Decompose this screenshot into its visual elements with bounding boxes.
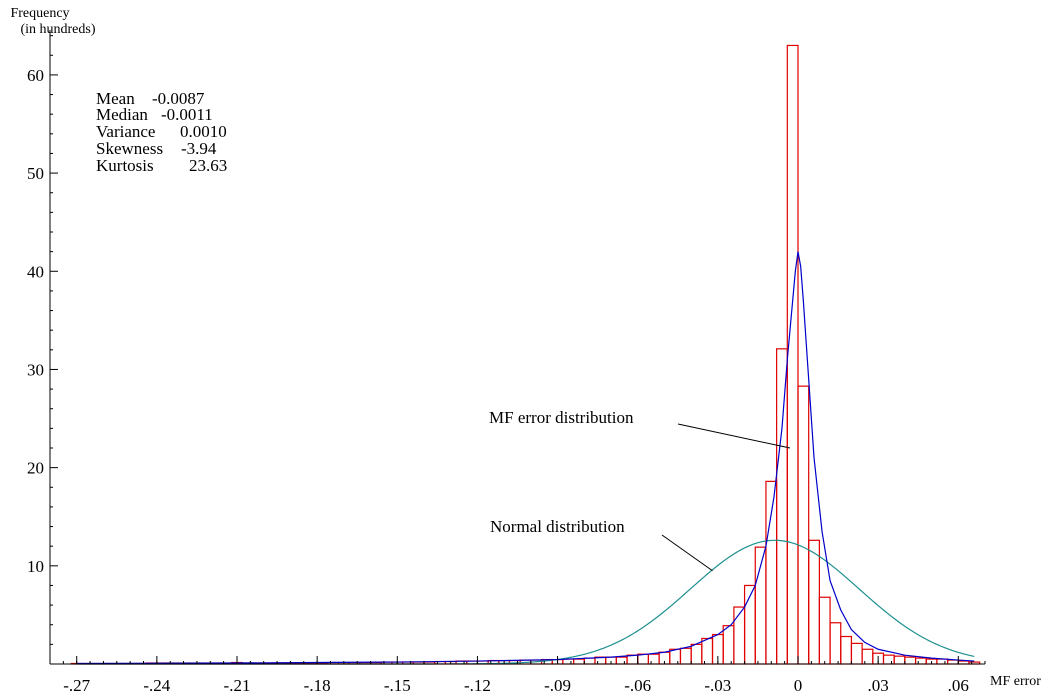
y-tick-label: 20	[27, 459, 44, 478]
y-ticks: 10 20 30 40 50 60	[27, 35, 58, 645]
histogram-bar-65	[765, 480, 778, 665]
normal-distribution-curve	[76, 539, 975, 665]
x-tick-label: .06	[948, 676, 969, 695]
histogram-bar-82	[946, 659, 959, 665]
histogram-bar-69	[808, 539, 820, 665]
x-tick-label: -.27	[63, 676, 90, 695]
annotations: MF error distribution Normal distributio…	[489, 408, 791, 572]
annotation-normal: Normal distribution	[490, 517, 625, 536]
x-tick-label: -.24	[143, 676, 170, 695]
y-axis-title-line1: Frequency	[10, 6, 69, 21]
histogram-bar-74	[861, 648, 874, 665]
histogram-bar-53	[637, 653, 650, 665]
x-tick-label: -.15	[384, 676, 411, 695]
stat-variance-label: Variance	[96, 122, 155, 141]
y-axis-title-line2: (in hundreds)	[20, 22, 95, 37]
histogram-bar-58	[690, 643, 703, 665]
histogram-bar-61	[722, 625, 735, 665]
histogram-bar-62	[733, 606, 746, 665]
axes: -.27 -.24 -.21 -.18 -.15 -.12 -.09 -.06 -.03 0 .03…	[27, 30, 986, 695]
histogram-bar-76	[882, 654, 895, 665]
stat-median-label: Median	[96, 105, 148, 124]
y-tick-label: 50	[27, 164, 44, 183]
histogram-bar-78	[904, 656, 917, 665]
stat-variance-value: 0.0010	[180, 122, 227, 141]
histogram-bar-59	[701, 637, 714, 665]
histogram-bar-81	[936, 658, 949, 665]
x-tick-label: -.21	[224, 676, 251, 695]
annotation-mf-error-leader	[677, 423, 791, 449]
stat-kurtosis-label: Kurtosis	[96, 156, 154, 175]
curves	[76, 251, 975, 665]
mf-error-distribution-curve	[76, 251, 975, 665]
x-tick-label: -.03	[704, 676, 731, 695]
histogram-bar-66	[776, 348, 788, 665]
y-tick-label: 10	[27, 557, 44, 576]
histogram-bar-51	[615, 656, 628, 665]
stat-mean-value: -0.0087	[152, 89, 205, 108]
histogram-bar-48	[583, 657, 596, 665]
histogram-bar-79	[914, 657, 927, 665]
histogram-bar-72	[840, 635, 853, 665]
histogram-bar-47	[572, 658, 585, 665]
stat-skewness-value: -3.94	[181, 139, 217, 158]
stat-mean-label: Mean	[96, 89, 135, 108]
histogram-bar-67	[786, 44, 799, 665]
annotation-mf-error: MF error distribution	[489, 408, 634, 427]
x-tick-label: -.12	[464, 676, 491, 695]
histogram-bar-54	[647, 653, 660, 665]
x-ticks: -.27 -.24 -.21 -.18 -.15 -.12 -.09 -.06 -.03 0 .03…	[49, 656, 986, 695]
y-tick-label: 60	[27, 66, 44, 85]
histogram-bar-56	[669, 648, 682, 665]
x-tick-label: -.09	[544, 676, 571, 695]
x-tick-label: -.18	[304, 676, 331, 695]
histogram-bar-77	[893, 655, 906, 665]
histogram-bar-71	[829, 622, 842, 665]
x-axis-title: MF error	[990, 674, 1041, 689]
stat-skewness-label: Skewness	[96, 139, 163, 158]
histogram-bar-57	[679, 647, 692, 665]
x-tick-label: 0	[794, 676, 803, 695]
histogram-bar-70	[818, 596, 831, 665]
x-tick-label: .03	[868, 676, 889, 695]
summary-statistics: Mean -0.0087 Median -0.0011 Variance 0.0…	[96, 89, 227, 175]
histogram-bar-68	[797, 385, 810, 665]
stat-median-value: -0.0011	[161, 105, 213, 124]
stat-kurtosis-value: 23.63	[189, 156, 227, 175]
annotation-normal-leader	[661, 534, 713, 572]
histogram-bar-73	[850, 642, 863, 665]
x-tick-label: -.06	[624, 676, 651, 695]
histogram-bar-52	[626, 654, 639, 665]
y-tick-label: 40	[27, 262, 44, 281]
y-tick-label: 30	[27, 360, 44, 379]
